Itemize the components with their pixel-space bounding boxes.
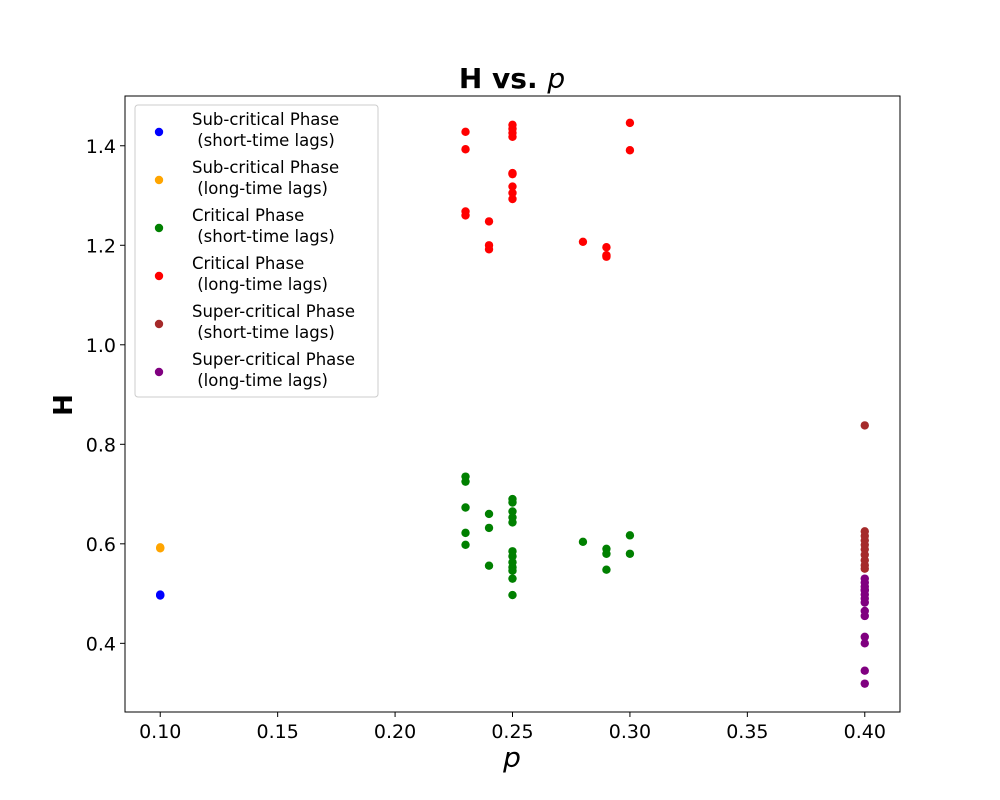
data-point-series-4 — [602, 252, 611, 261]
legend-label-line1: Sub-critical Phase — [192, 110, 339, 129]
data-point-series-3 — [508, 507, 517, 516]
x-tick-label: 0.20 — [374, 721, 416, 743]
data-point-series-3 — [461, 503, 470, 512]
data-point-series-1 — [156, 590, 165, 599]
x-tick-label: 0.35 — [726, 721, 768, 743]
data-point-series-6 — [860, 666, 869, 675]
data-point-series-3 — [484, 509, 494, 519]
legend: Sub-critical Phase (short-time lags) Sub-… — [134, 104, 379, 398]
data-point-series-6 — [860, 598, 869, 607]
legend-marker-series-3 — [154, 223, 164, 233]
x-axis-label: p — [502, 741, 521, 774]
legend-label-line2: (short-time lags) — [192, 323, 335, 342]
data-point-series-5 — [860, 564, 869, 573]
legend-label-line2: (long-time lags) — [192, 275, 328, 294]
data-point-series-4 — [508, 194, 517, 204]
data-point-series-3 — [484, 561, 494, 570]
legend-marker-series-6 — [154, 367, 164, 377]
data-point-series-3 — [461, 540, 470, 550]
legend-label-line2: (short-time lags) — [192, 227, 335, 246]
data-point-series-4 — [602, 243, 611, 252]
data-point-series-3 — [508, 590, 517, 600]
data-points — [156, 118, 869, 688]
data-point-series-3 — [602, 565, 611, 574]
y-tick-label: 1.0 — [86, 335, 116, 357]
data-point-series-3 — [578, 537, 588, 547]
data-point-series-3 — [461, 528, 470, 538]
data-point-series-3 — [602, 549, 611, 558]
data-point-series-4 — [461, 145, 470, 154]
y-tick-label: 0.8 — [86, 434, 116, 456]
plot-area-frame — [124, 95, 901, 713]
data-point-series-3 — [508, 518, 517, 527]
y-tick-label: 0.4 — [86, 633, 116, 655]
y-tick-label: 0.6 — [86, 534, 116, 556]
data-point-series-3 — [508, 498, 517, 507]
data-point-series-4 — [484, 245, 494, 254]
chart-title-main: H vs. — [459, 62, 547, 95]
x-tick-label: 0.15 — [256, 721, 298, 743]
legend-label-line1: Super-critical Phase — [192, 350, 355, 369]
legend-label-line1: Super-critical Phase — [192, 302, 355, 321]
chart-title-variable: p — [546, 62, 565, 95]
data-point-series-2 — [156, 543, 165, 552]
legend-marker-series-5 — [154, 319, 164, 329]
data-point-series-6 — [860, 639, 869, 648]
data-point-series-6 — [860, 679, 869, 688]
data-point-series-4 — [508, 188, 517, 198]
y-tick-label: 1.4 — [86, 136, 116, 158]
y-axis-label: H — [49, 394, 79, 416]
legend-marker-series-2 — [154, 175, 164, 185]
data-point-series-3 — [508, 566, 517, 575]
legend-label-line2: (long-time lags) — [192, 179, 328, 198]
legend-label-line1: Critical Phase — [192, 206, 304, 225]
data-point-series-3 — [625, 549, 635, 558]
axis-ticks: 0.10 0.15 0.20 0.25 0.30 0.35 0.40 0.4 0.6 0.8 1.0… — [86, 136, 886, 743]
data-point-series-4 — [625, 146, 635, 155]
chart-title: H vs. p — [459, 62, 565, 95]
data-point-series-6 — [860, 632, 869, 642]
x-tick-label: 0.10 — [139, 721, 181, 743]
x-tick-label: 0.40 — [844, 721, 886, 743]
data-point-series-5 — [860, 421, 869, 430]
data-point-series-3 — [508, 574, 517, 583]
legend-label-line2: (long-time lags) — [192, 371, 328, 390]
legend-box — [134, 104, 379, 398]
data-point-series-3 — [508, 552, 517, 561]
y-tick-label: 1.2 — [86, 235, 116, 257]
x-tick-label: 0.25 — [491, 721, 533, 743]
data-point-series-3 — [625, 531, 635, 540]
data-point-series-3 — [461, 477, 470, 486]
data-point-series-4 — [508, 132, 517, 141]
legend-label-line2: (short-time lags) — [192, 131, 335, 150]
x-tick-label: 0.30 — [609, 721, 651, 743]
data-point-series-4 — [461, 127, 470, 137]
legend-label-line1: Sub-critical Phase — [192, 158, 339, 177]
legend-marker-series-4 — [154, 271, 164, 281]
data-point-series-4 — [484, 217, 494, 226]
legend-label-line1: Critical Phase — [192, 254, 304, 273]
legend-marker-series-1 — [154, 127, 164, 137]
data-point-series-4 — [625, 118, 635, 128]
data-point-series-3 — [484, 523, 494, 533]
data-point-series-6 — [860, 585, 869, 594]
data-point-series-4 — [578, 237, 588, 246]
data-point-series-6 — [860, 611, 869, 621]
data-point-series-4 — [508, 182, 517, 191]
data-point-series-4 — [461, 211, 470, 220]
data-point-series-4 — [508, 169, 517, 179]
